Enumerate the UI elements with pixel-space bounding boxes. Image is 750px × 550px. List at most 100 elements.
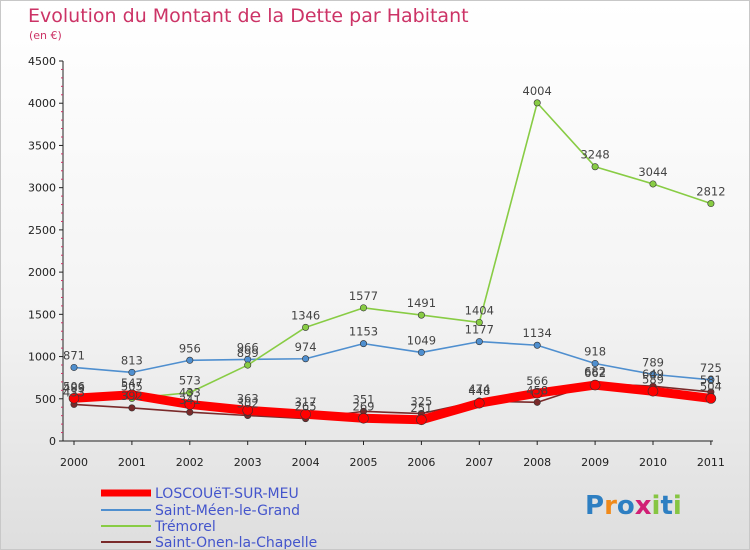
logo-letter: i	[651, 491, 661, 521]
data-label: 351	[353, 392, 375, 406]
data-label: 433	[179, 385, 201, 399]
data-label: 363	[237, 391, 259, 405]
x-tick-label: 2008	[523, 456, 551, 469]
data-label: 974	[295, 340, 317, 354]
data-point	[244, 361, 252, 369]
data-label: 433	[63, 385, 85, 399]
logo-letter: t	[660, 491, 673, 521]
data-label: 1153	[349, 325, 378, 339]
y-tick-label: 0	[49, 435, 56, 448]
data-label: 341	[179, 393, 201, 407]
data-label: 265	[295, 400, 317, 414]
data-label: 573	[179, 374, 201, 388]
logo-letter: P	[585, 491, 605, 521]
data-point	[416, 414, 427, 426]
data-point	[128, 404, 136, 412]
data-label: 813	[121, 353, 143, 367]
data-label: 566	[526, 374, 548, 388]
data-label: 1049	[407, 333, 436, 347]
x-tick-label: 2002	[176, 456, 204, 469]
data-point	[475, 338, 483, 346]
data-point	[70, 363, 78, 371]
data-label: 325	[410, 395, 432, 409]
data-label: 505	[121, 379, 143, 393]
x-tick-label: 2005	[350, 456, 378, 469]
logo-letter: x	[634, 491, 652, 521]
data-point	[649, 370, 657, 378]
x-tick-label: 2006	[407, 456, 435, 469]
data-point	[302, 355, 310, 363]
data-label: 682	[584, 364, 606, 378]
x-tick-label: 2000	[60, 456, 88, 469]
logo-letter: i	[672, 491, 682, 521]
data-label: 4004	[523, 84, 552, 98]
data-point	[359, 304, 367, 312]
data-point	[186, 408, 194, 416]
legend-label: Saint-Onen-la-Chapelle	[155, 535, 317, 550]
data-label: 251	[410, 401, 432, 415]
data-label: 1346	[291, 308, 320, 322]
data-label: 649	[642, 367, 664, 381]
data-point	[647, 385, 659, 397]
x-tick-label: 2007	[465, 456, 493, 469]
data-label: 589	[642, 372, 664, 386]
data-point	[531, 387, 543, 399]
data-point	[707, 376, 715, 384]
data-label: 918	[584, 344, 606, 358]
series-line-0	[69, 380, 716, 425]
data-point	[475, 318, 483, 326]
data-point	[126, 389, 138, 401]
data-point	[242, 405, 253, 416]
logo-letter: o	[616, 491, 635, 521]
data-point	[417, 348, 425, 356]
series-line-1	[73, 340, 712, 381]
y-tick-label: 1000	[28, 351, 56, 364]
data-point	[533, 398, 541, 406]
data-label: 504	[700, 379, 722, 393]
x-tick-label: 2003	[234, 456, 262, 469]
data-point	[300, 408, 311, 420]
data-point	[705, 393, 717, 404]
data-point	[589, 379, 601, 391]
data-label: 448	[468, 384, 490, 398]
data-point	[186, 356, 194, 364]
chart-unit: (en €)	[29, 29, 62, 42]
data-label: 483	[63, 381, 85, 395]
data-label: 392	[121, 389, 143, 403]
data-point	[417, 311, 425, 319]
y-tick-label: 500	[35, 393, 56, 406]
data-label: 474	[468, 382, 490, 396]
legend-label: Trémorel	[154, 519, 216, 535]
data-label: 956	[179, 341, 201, 355]
data-label: 3044	[638, 165, 667, 179]
y-tick-label: 3000	[28, 182, 56, 195]
data-label: 1491	[407, 296, 436, 310]
data-label: 966	[237, 340, 259, 354]
data-label: 269	[353, 399, 375, 413]
data-point	[649, 180, 657, 188]
logo-letter: r	[604, 491, 617, 521]
x-tick-label: 2009	[581, 456, 609, 469]
data-label: 547	[121, 376, 143, 390]
data-label: 1177	[465, 323, 494, 337]
data-point	[473, 397, 485, 409]
series-line-2	[73, 102, 712, 402]
x-tick-label: 2004	[292, 456, 320, 469]
data-point	[358, 412, 369, 424]
data-label: 3248	[580, 148, 609, 162]
data-point	[591, 359, 599, 367]
data-label: 2812	[696, 185, 725, 199]
y-tick-label: 4500	[28, 55, 56, 68]
chart-title: Evolution du Montant de la Dette par Hab…	[28, 5, 469, 27]
data-label: 581	[700, 373, 722, 387]
y-tick-label: 2000	[28, 266, 56, 279]
legend-label: Saint-Méen-le-Grand	[155, 503, 300, 519]
y-tick-label: 2500	[28, 224, 56, 237]
proxiti-logo: Proxiti	[585, 491, 682, 521]
data-point	[533, 99, 541, 107]
data-label: 871	[63, 348, 85, 362]
x-tick-label: 2011	[697, 456, 725, 469]
data-point	[707, 200, 715, 208]
